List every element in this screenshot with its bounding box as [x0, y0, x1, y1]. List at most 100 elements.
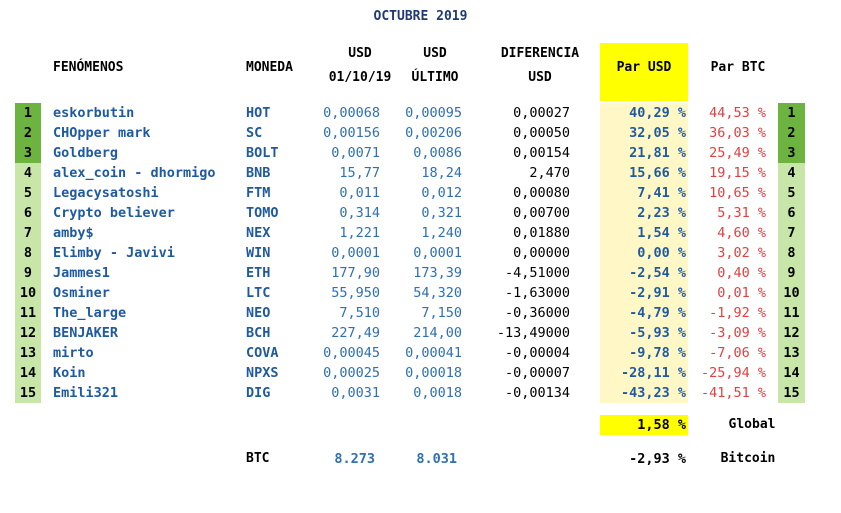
rank-left: 10 — [19, 285, 37, 301]
par-usd-value: 0,00 % — [637, 245, 686, 261]
par-usd-column-bg — [600, 103, 688, 403]
table-row: 12 BENJAKER BCH 227,49 214,00 -13,49000 -5,93 … — [0, 323, 841, 343]
par-usd-value: 21,81 % — [629, 145, 686, 161]
table-row: 13 mirto COVA 0,00045 0,00041 -0,00004 -9,78 %… — [0, 343, 841, 363]
usd-last-value: 18,24 — [421, 165, 462, 181]
coin-symbol: NEX — [246, 225, 271, 241]
table-row: 2 CHOpper mark SC 0,00156 0,00206 0,00050 32,0… — [0, 123, 841, 143]
usd-start-value: 0,011 — [339, 185, 380, 201]
table-row: 15 Emili321 DIG 0,0031 0,0018 -0,00134 -43,23 … — [0, 383, 841, 403]
rank-left: 4 — [23, 165, 33, 181]
coin-symbol: DIG — [246, 385, 271, 401]
btc-value: -2,93 % — [629, 451, 686, 467]
coin-symbol: WIN — [246, 245, 271, 261]
diff-value: -4,51000 — [504, 265, 570, 281]
table-row: 9 Jammes1 ETH 177,90 173,39 -4,51000 -2,54 % 0,… — [0, 263, 841, 283]
diff-value: 0,00000 — [513, 245, 570, 261]
diff-value: -0,00134 — [504, 385, 570, 401]
header-usd-start: USD — [348, 46, 372, 61]
coin-symbol: TOMO — [246, 205, 279, 221]
header-diferencia: DIFERENCIA — [500, 46, 580, 61]
rank-left: 12 — [19, 325, 37, 341]
table-row: 7 amby$ NEX 1,221 1,240 0,01880 1,54 % 4,60 % 7 — [0, 223, 841, 243]
par-btc-value: -25,94 % — [700, 365, 766, 381]
usd-start-value: 0,00068 — [323, 105, 380, 121]
global-value-bg — [600, 415, 688, 435]
par-usd-value: 40,29 % — [629, 105, 686, 121]
participant-name: Koin — [53, 365, 86, 381]
coin-symbol: FTM — [246, 185, 271, 201]
coin-symbol: COVA — [246, 345, 279, 361]
par-btc-value: 0,01 % — [717, 285, 766, 301]
participant-name: Legacysatoshi — [53, 185, 159, 201]
usd-last-value: 0,00041 — [405, 345, 462, 361]
usd-start-value: 15,77 — [339, 165, 380, 181]
rank-right: 12 — [783, 325, 800, 341]
rank-left: 3 — [23, 145, 33, 161]
rank-left: 8 — [23, 245, 33, 261]
par-usd-value: -2,54 % — [629, 265, 686, 281]
usd-start-value: 1,221 — [339, 225, 380, 241]
rank-right: 4 — [787, 165, 796, 181]
par-usd-value: -5,93 % — [629, 325, 686, 341]
table-row: 1 eskorbutin HOT 0,00068 0,00095 0,00027 40,29… — [0, 103, 841, 123]
rank-left: 2 — [23, 125, 33, 141]
header-moneda: MONEDA — [246, 60, 293, 75]
btc-usd-start: 8.273 — [334, 451, 375, 467]
rank-right: 9 — [787, 265, 796, 281]
diff-value: 0,00027 — [513, 105, 570, 121]
participant-name: alex_coin - dhormigo — [53, 165, 216, 181]
rank-left: 14 — [19, 365, 37, 381]
par-usd-value: 7,41 % — [637, 185, 686, 201]
diff-value: -1,63000 — [504, 285, 570, 301]
rank-left: 9 — [23, 265, 33, 281]
rank-top-right — [778, 103, 805, 163]
rank-left: 7 — [23, 225, 33, 241]
usd-last-value: 0,0086 — [413, 145, 462, 161]
rank-right: 14 — [783, 365, 800, 381]
par-btc-value: 10,65 % — [709, 185, 766, 201]
participant-name: amby$ — [53, 225, 94, 241]
diff-value: 2,470 — [529, 165, 570, 181]
diff-value: 0,00154 — [513, 145, 570, 161]
rank-left: 13 — [19, 345, 37, 361]
rank-right: 5 — [787, 185, 796, 201]
header-usd-start-date: 01/10/19 — [328, 70, 392, 85]
par-btc-value: -41,51 % — [700, 385, 766, 401]
diff-value: -13,49000 — [496, 325, 570, 341]
diff-value: 0,00700 — [513, 205, 570, 221]
participant-name: Crypto believer — [53, 205, 175, 221]
usd-start-value: 7,510 — [339, 305, 380, 321]
usd-start-value: 227,49 — [331, 325, 380, 341]
rank-left: 11 — [19, 305, 37, 321]
usd-last-value: 0,321 — [421, 205, 462, 221]
usd-last-value: 0,0001 — [413, 245, 462, 261]
coin-symbol: HOT — [246, 105, 271, 121]
coin-symbol: LTC — [246, 285, 271, 301]
diff-value: -0,36000 — [504, 305, 570, 321]
par-btc-value: 36,03 % — [709, 125, 766, 141]
coin-symbol: BNB — [246, 165, 271, 181]
usd-last-value: 1,240 — [421, 225, 462, 241]
usd-start-value: 0,314 — [339, 205, 380, 221]
par-usd-value: 32,05 % — [629, 125, 686, 141]
usd-start-value: 0,0001 — [331, 245, 380, 261]
par-btc-value: 0,40 % — [717, 265, 766, 281]
par-usd-value: -2,91 % — [629, 285, 686, 301]
usd-last-value: 0,0018 — [413, 385, 462, 401]
rank-right: 1 — [787, 105, 796, 121]
header-usd-last: USD — [423, 46, 447, 61]
header-usd-last-label: ÚLTIMO — [411, 70, 459, 85]
par-usd-value: -9,78 % — [629, 345, 686, 361]
par-usd-value: 15,66 % — [629, 165, 686, 181]
coin-symbol: ETH — [246, 265, 271, 281]
btc-usd-last: 8.031 — [416, 451, 457, 467]
coin-symbol: BCH — [246, 325, 271, 341]
global-label: Global — [728, 417, 776, 432]
par-usd-value: -28,11 % — [620, 365, 686, 381]
rank-right: 11 — [783, 305, 800, 321]
rank-left: 5 — [23, 185, 33, 201]
table-row: 6 Crypto believer TOMO 0,314 0,321 0,00700 2,2… — [0, 203, 841, 223]
participant-name: mirto — [53, 345, 94, 361]
par-btc-value: 5,31 % — [717, 205, 766, 221]
